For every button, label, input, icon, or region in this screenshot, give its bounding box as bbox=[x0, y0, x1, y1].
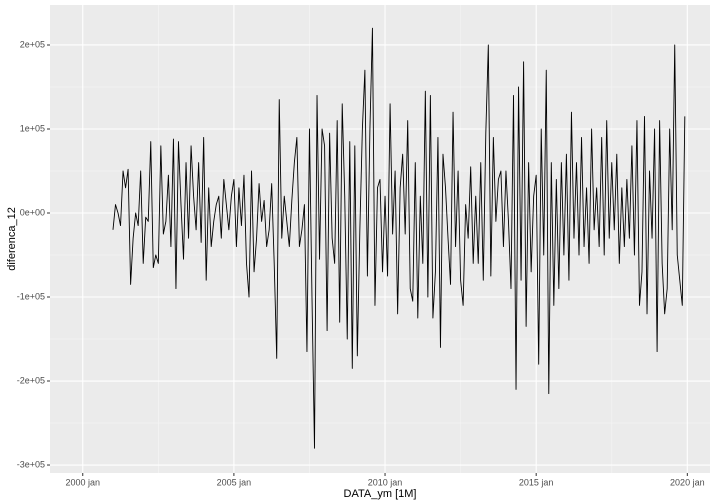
x-tick-label: 2015 jan bbox=[519, 477, 554, 487]
x-tick-label: 2000 jan bbox=[65, 477, 100, 487]
y-axis-title: diferenca_12 bbox=[6, 207, 18, 271]
y-tick-label: 0e+00 bbox=[20, 207, 45, 217]
panel bbox=[50, 5, 710, 473]
y-tick-label: 1e+05 bbox=[20, 123, 45, 133]
y-tick-label: -2e+05 bbox=[17, 375, 45, 385]
y-tick-label: -3e+05 bbox=[17, 459, 45, 469]
y-tick-label: -1e+05 bbox=[17, 291, 45, 301]
data-line bbox=[112, 27, 686, 449]
x-tick-label: 2020 jan bbox=[670, 477, 705, 487]
x-tick-label: 2010 jan bbox=[368, 477, 403, 487]
x-tick-label: 2005 jan bbox=[217, 477, 252, 487]
y-tick-label: 2e+05 bbox=[20, 39, 45, 49]
x-axis-title: DATA_ym [1M] bbox=[344, 488, 417, 500]
